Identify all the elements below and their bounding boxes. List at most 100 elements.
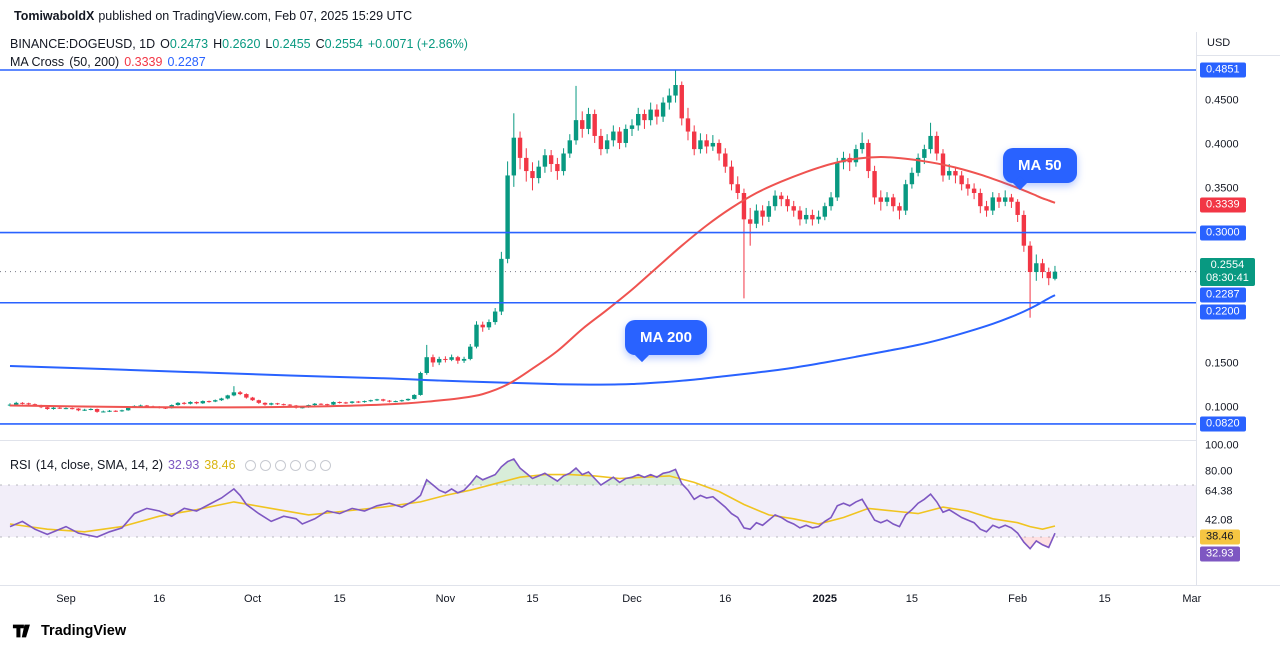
time-axis-label: Mar [1182, 593, 1202, 605]
candle-body [698, 140, 703, 150]
candle-body [735, 184, 740, 194]
indicator-toolbar-circle-icon[interactable] [319, 460, 331, 472]
time-axis-label: 16 [719, 593, 732, 605]
price-axis-label: 42.08 [1205, 514, 1233, 527]
indicator-toolbar-circle-icon[interactable] [274, 460, 286, 472]
candle-body [194, 401, 199, 404]
rsi-line [9, 458, 1056, 550]
ma50-label-balloon[interactable]: MA 50 [1003, 148, 1077, 183]
candle-body [399, 400, 405, 402]
candle-body [20, 402, 25, 404]
candle-body [580, 120, 585, 129]
candle-body [1009, 197, 1014, 202]
candle-body [505, 175, 510, 259]
price-axis-label: 0.1000 [1205, 401, 1239, 414]
candle-body [144, 405, 150, 407]
candle-body [853, 149, 859, 163]
candle-body [281, 404, 286, 406]
time-axis-label: 16 [153, 593, 166, 605]
candle-body [14, 402, 19, 405]
rsi-overbought-fill [10, 459, 1055, 485]
tradingview-brand[interactable]: TradingView [41, 622, 127, 639]
candle-body [990, 197, 995, 211]
candle-body [1040, 263, 1045, 273]
candle-body [57, 407, 62, 409]
candle-body [536, 166, 541, 179]
candle-body [381, 399, 386, 401]
candle-body [791, 206, 796, 211]
candle-body [779, 195, 784, 200]
candle-body [747, 219, 753, 224]
candle-body [418, 372, 423, 395]
candle-body [741, 193, 747, 220]
rsi-toolbar-icons[interactable] [241, 458, 331, 472]
candle-body [45, 407, 50, 409]
price-axis-label: 0.0820 [1200, 416, 1246, 432]
candle-body [878, 197, 883, 202]
candle-body [63, 408, 69, 410]
candle-body [548, 155, 554, 165]
candle-body [679, 85, 684, 119]
candle-body [822, 206, 828, 217]
rsi-legend[interactable]: RSI (14, close, SMA, 14, 2) 32.93 38.46 [10, 458, 331, 472]
candle-body [318, 403, 324, 405]
candle-body [729, 166, 734, 185]
rsi-title: RSI [10, 458, 31, 472]
rsi-value: 32.93 [167, 458, 200, 472]
time-axis-label: 2025 [812, 593, 838, 605]
currency-label[interactable]: USD [1197, 32, 1280, 56]
price-axis-label: 0.2200 [1200, 304, 1246, 320]
candle-body [1046, 272, 1051, 279]
chart-canvas[interactable] [0, 32, 1196, 612]
ma-cross-legend[interactable]: MA Cross (50, 200) 0.3339 0.2287 [10, 55, 206, 69]
indicator-toolbar-circle-icon[interactable] [289, 460, 301, 472]
candle-body [716, 142, 722, 154]
indicator-toolbar-circle-icon[interactable] [244, 460, 256, 472]
price-axis-label: 80.00 [1205, 465, 1233, 478]
change-value: +0.0071 (+2.86%) [367, 37, 468, 51]
candle-body [405, 398, 411, 401]
candle-body [517, 137, 523, 158]
candle-body [710, 142, 716, 147]
candle-body [623, 128, 628, 143]
price-axis-label: 100.00 [1205, 439, 1239, 452]
indicator-toolbar-circle-icon[interactable] [259, 460, 271, 472]
candle-body [611, 131, 616, 141]
candle-body [200, 401, 206, 404]
time-axis[interactable]: Sep 16 Oct 15 Nov 15 Dec 16 2025 15 Feb 15 Mar [0, 585, 1280, 612]
ma200-label-balloon[interactable]: MA 200 [625, 320, 707, 355]
candle-body [349, 401, 355, 403]
symbol-title[interactable]: BINANCE:DOGEUSD, 1D [10, 37, 156, 51]
candle-body [654, 109, 660, 117]
candle-body [965, 184, 971, 189]
candle-body [685, 118, 691, 132]
countdown-timer: 08:30:41 [1206, 271, 1249, 284]
candle-body [244, 394, 249, 398]
candle-body [1021, 214, 1027, 246]
indicator-toolbar-circle-icon[interactable] [304, 460, 316, 472]
candle-body [1003, 197, 1008, 202]
tradingview-logo-icon[interactable] [12, 620, 34, 642]
price-axis-label: 0.2287 [1200, 287, 1246, 303]
candle-body [269, 403, 274, 405]
candle-body [1015, 201, 1020, 215]
candle-body [704, 140, 709, 147]
candle-body [667, 95, 672, 103]
time-axis-label: 15 [333, 593, 346, 605]
candle-body [530, 171, 535, 179]
candle-body [181, 402, 187, 404]
candle-body [884, 197, 890, 202]
candle-body [374, 399, 380, 401]
candle-body [486, 322, 492, 328]
candle-body [231, 392, 237, 396]
candle-body [331, 401, 336, 405]
candle-body [113, 410, 118, 412]
price-axis-label: 0.3339 [1200, 197, 1246, 213]
price-axis-label: 0.3000 [1200, 225, 1246, 240]
candle-body [1052, 271, 1058, 279]
rsi-band [0, 485, 1196, 537]
time-axis-label: Oct [244, 593, 262, 605]
rsi-params: (14, close, SMA, 14, 2) [35, 458, 163, 472]
price-axis[interactable]: USD 0.4851 0.4500 0.4000 0.3500 0.3339 0.3000… [1196, 32, 1280, 585]
candle-body [443, 358, 448, 360]
